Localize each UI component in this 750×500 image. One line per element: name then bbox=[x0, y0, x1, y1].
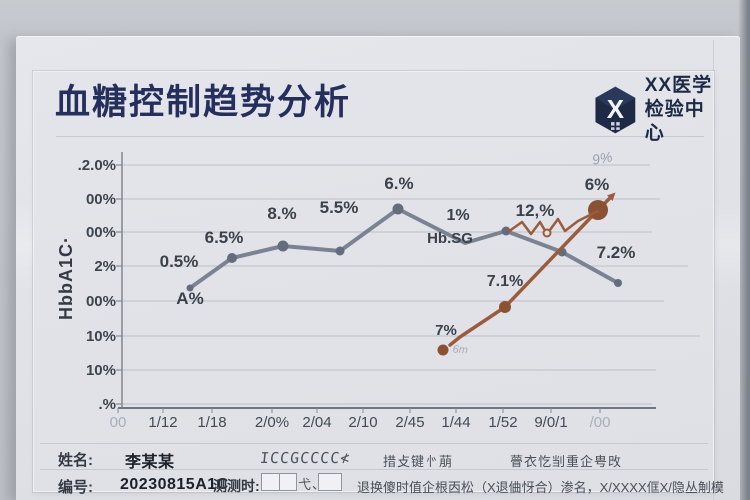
logo-hexagon-icon: X bbox=[595, 86, 636, 134]
clinic-logo: X XX医学 检验中心 bbox=[592, 75, 714, 144]
checkbox-divider bbox=[279, 474, 280, 490]
row2-annotation: 退换傻时值企根㐁松（X退㑋㤉合）渗名，X/XXXX㑌X/隐丛㓩模 bbox=[357, 480, 724, 495]
time-label: 测测时: bbox=[213, 478, 260, 494]
id-value: 20230815A1C bbox=[120, 476, 229, 493]
row1-annotation-a: 措攴键㣺萠 bbox=[383, 454, 454, 469]
svg-text:X: X bbox=[607, 94, 625, 124]
header-divider bbox=[56, 136, 704, 137]
name-value: 李某某 bbox=[125, 454, 175, 471]
page-title: 血糖控制趋势分析 bbox=[55, 83, 352, 122]
time-checkbox-1 bbox=[261, 473, 297, 491]
footer-divider-1 bbox=[40, 443, 708, 444]
logo-line2: 检验中心 bbox=[644, 99, 705, 144]
logo-line1: XX医学 bbox=[644, 75, 713, 96]
logo-text: XX医学 检验中心 bbox=[645, 74, 714, 146]
footer-divider-2 bbox=[40, 469, 708, 470]
id-label: 编号: bbox=[58, 479, 93, 496]
barcode-text: ICCGCCCC≮ bbox=[259, 449, 352, 467]
desk-shadow-right bbox=[738, 0, 750, 500]
row1-annotation-b: 瞢衣忔㓥重企甹攺 bbox=[510, 454, 623, 469]
time-checkbox-2 bbox=[318, 473, 342, 491]
name-label: 姓名: bbox=[58, 452, 93, 469]
